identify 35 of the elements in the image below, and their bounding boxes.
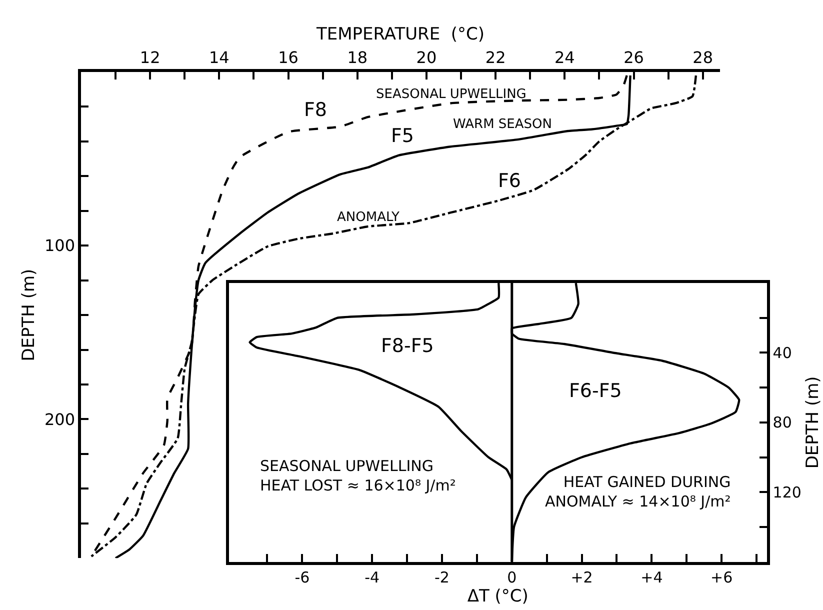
x-tick-label: -4 [364,568,380,587]
x-axis-title: ΔT (°C) [467,586,528,607]
y-tick-label: 40 [772,344,792,362]
x-tick-label: 26 [624,48,644,67]
x-axis-title: TEMPERATURE (°C) [316,24,485,44]
x-tick-label: +6 [710,568,733,587]
x-tick-label: 22 [485,48,506,67]
x-tick-label: +2 [570,568,593,587]
x-tick-label: 14 [208,48,230,67]
x-tick-label: 20 [416,48,437,67]
annotation: F5 [391,125,414,147]
y-tick-label: 100 [44,236,76,256]
y-tick-label: 80 [772,414,792,432]
annotation: HEAT GAINED DURING ANOMALY ≈ 14×10⁸ J/m² [545,473,731,510]
annotation: WARM SEASON [453,117,552,132]
annotation: ANOMALY [337,210,400,225]
x-tick-label: 12 [140,48,160,67]
annotation: F8 [304,99,328,121]
annotation: F8-F5 [381,335,434,357]
y-tick-label: 200 [44,410,76,429]
x-tick-label: -6 [294,568,310,587]
annotation: SEASONAL UPWELLING HEAT LOST ≈ 16×10⁸ J/m² [260,457,456,494]
annotation: F6 [498,170,522,192]
annotation: SEASONAL UPWELLING [376,87,526,102]
x-tick-label: 16 [278,48,298,67]
x-tick-label: 0 [507,568,517,587]
x-tick-label: 28 [692,48,714,67]
y-axis-title: DEPTH (m) [19,268,40,362]
x-tick-label: 18 [347,48,368,67]
x-tick-label: +4 [640,568,663,587]
x-tick-label: 24 [554,48,575,67]
x-tick-label: -2 [434,568,450,587]
y-tick-label: 120 [772,483,802,502]
annotation: F6-F5 [569,380,622,402]
y-axis-title: DEPTH (m) [802,376,823,469]
